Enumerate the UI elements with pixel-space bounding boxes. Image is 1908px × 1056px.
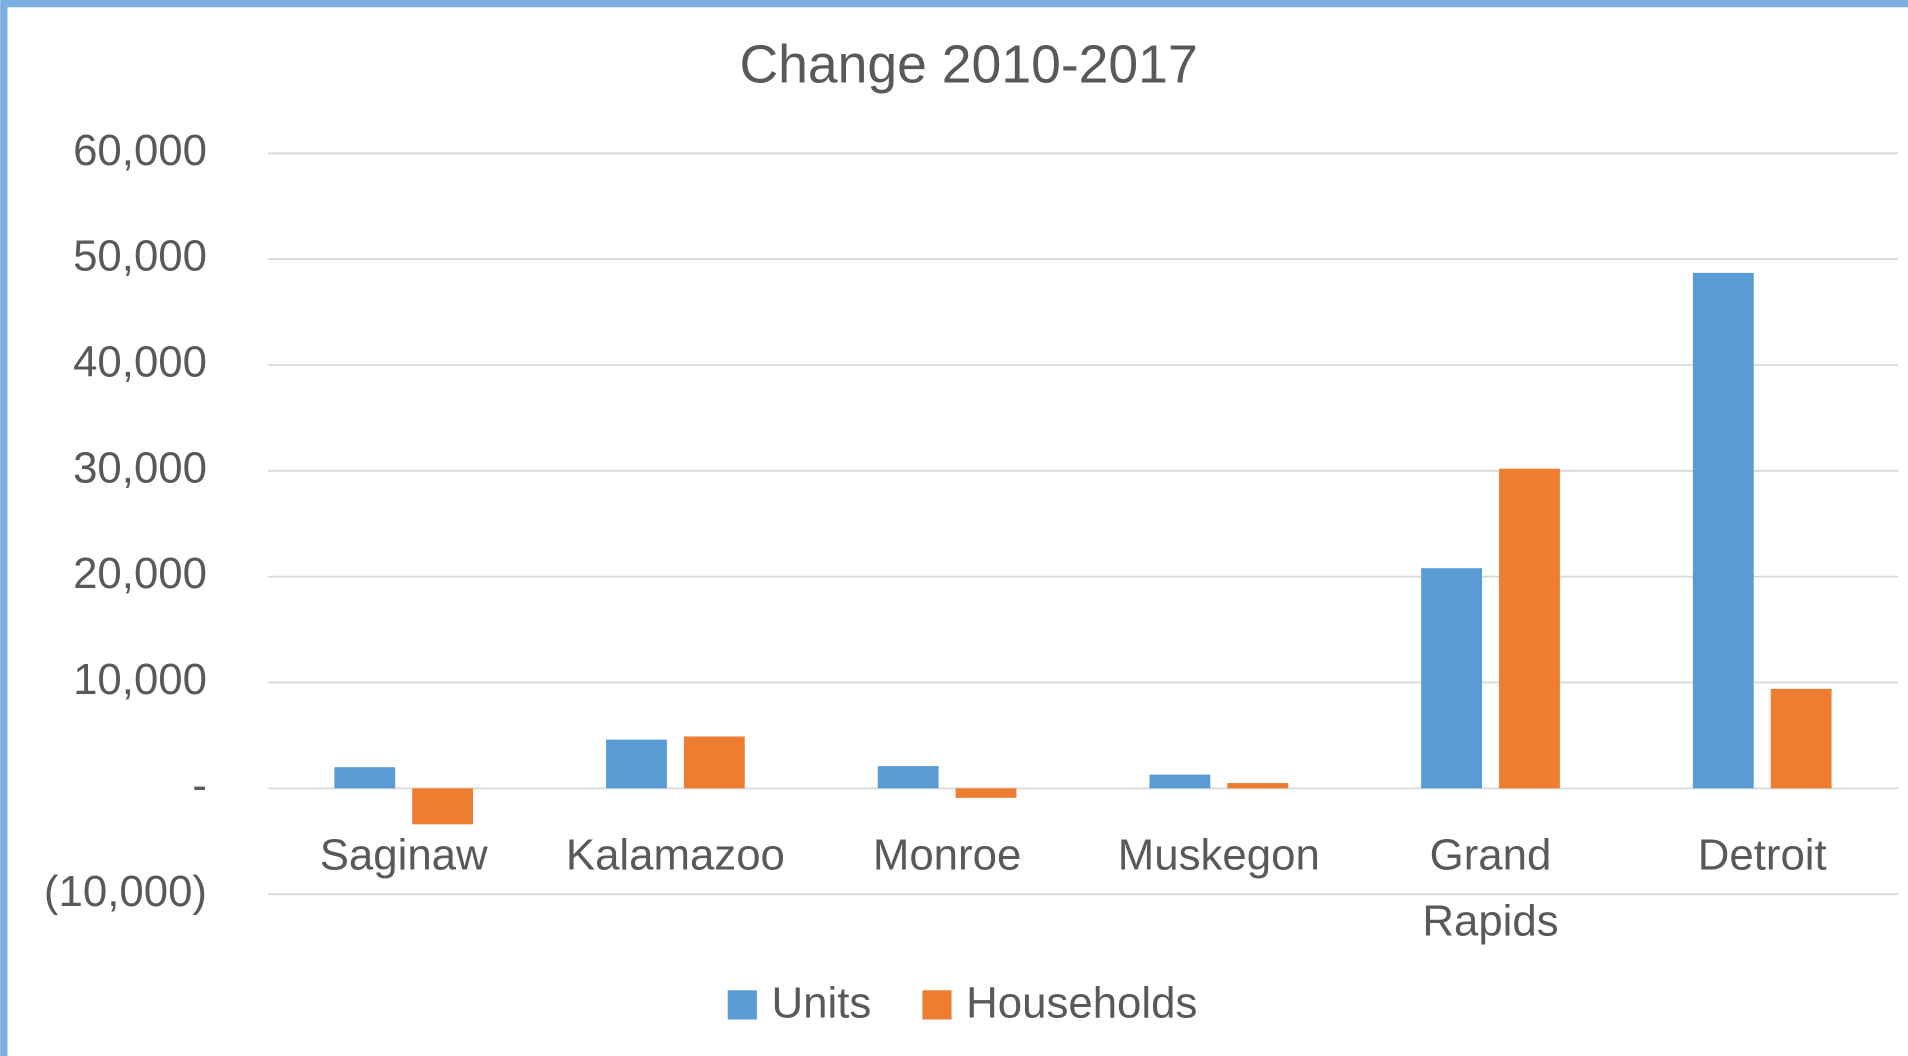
- bar: [334, 767, 396, 789]
- bar: [955, 788, 1017, 798]
- legend-swatch: [727, 990, 757, 1020]
- y-tick-label: 20,000: [73, 549, 207, 598]
- y-tick-label: 10,000: [73, 655, 207, 704]
- y-tick-label: -: [192, 761, 207, 810]
- bar: [1770, 688, 1832, 789]
- legend-swatch: [922, 990, 952, 1020]
- bar: [1149, 774, 1211, 789]
- x-tick-label: Monroe: [873, 830, 1021, 879]
- bar: [1692, 272, 1754, 789]
- bar: [606, 739, 667, 789]
- legend-label: Units: [772, 979, 872, 1028]
- x-tick-label: Kalamazoo: [566, 830, 785, 879]
- legend-label: Households: [966, 979, 1197, 1028]
- bar: [683, 736, 745, 789]
- x-tick-label: Detroit: [1698, 830, 1827, 879]
- bar: [412, 788, 474, 825]
- bar: [1227, 783, 1289, 789]
- y-tick-label: 50,000: [73, 232, 207, 281]
- x-tick-label: Muskegon: [1118, 830, 1320, 879]
- bar: [877, 766, 939, 789]
- y-tick-label: 40,000: [73, 338, 207, 387]
- y-tick-label: 60,000: [73, 126, 207, 175]
- bar: [1421, 568, 1482, 789]
- x-tick-label: Grand Rapids: [1422, 830, 1558, 945]
- y-tick-label: (10,000): [44, 867, 207, 916]
- y-tick-label: 30,000: [73, 443, 207, 492]
- bar: [1499, 468, 1560, 789]
- chart-title: Change 2010-2017: [739, 35, 1197, 94]
- x-tick-label: Saginaw: [320, 830, 488, 879]
